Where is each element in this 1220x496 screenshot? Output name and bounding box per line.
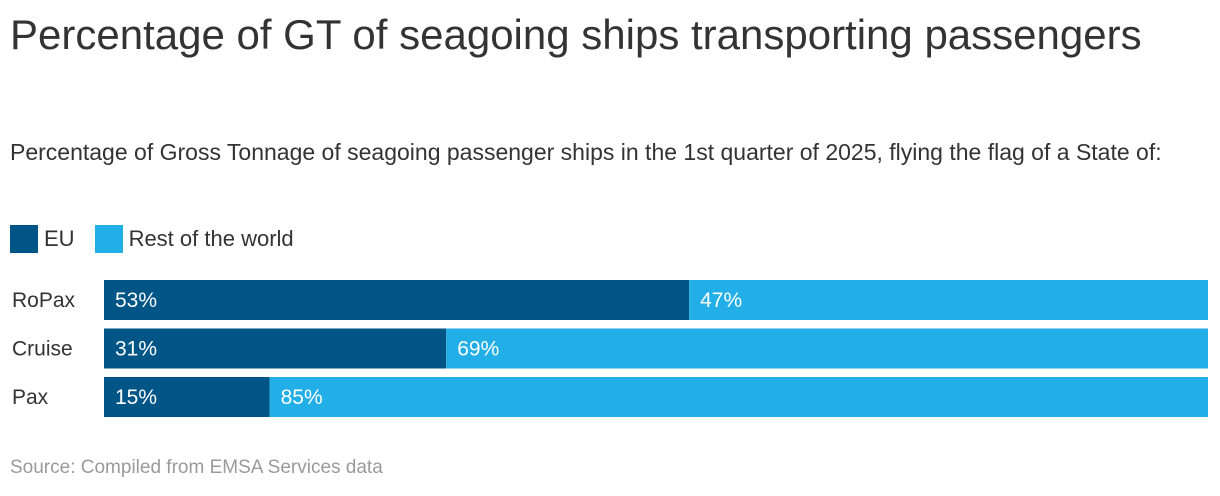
legend-item-eu: EU <box>10 225 75 253</box>
bar-cruise-rest-of-the-world <box>446 328 1208 369</box>
bar-pax-eu <box>104 377 270 417</box>
bar-pax-rest-of-the-world <box>269 377 1209 417</box>
data-label-ropax-eu: 53% <box>115 289 157 312</box>
legend-swatch-rest-of-world <box>94 225 123 253</box>
legend-item-rest-of-world: Rest of the world <box>94 225 294 253</box>
bar-ropax-eu <box>104 280 690 320</box>
bar-cruise-eu <box>104 328 447 369</box>
bar-ropax-rest-of-the-world <box>689 280 1208 320</box>
data-label-ropax-rest-of-the-world: 47% <box>700 289 742 312</box>
data-label-pax-rest-of-the-world: 85% <box>281 386 323 409</box>
category-label-cruise: Cruise <box>12 338 73 361</box>
legend-label-eu: EU <box>44 226 75 251</box>
source-note: Source: Compiled from EMSA Services data <box>10 457 383 478</box>
legend-label-rest-of-world: Rest of the world <box>128 226 294 251</box>
legend-swatch-eu <box>10 225 38 253</box>
category-label-pax: Pax <box>12 386 49 409</box>
chart-subtitle: Percentage of Gross Tonnage of seagoing … <box>10 139 1162 165</box>
chart-title: Percentage of GT of seagoing ships trans… <box>10 11 1142 58</box>
data-label-cruise-rest-of-the-world: 69% <box>457 338 499 361</box>
data-label-pax-eu: 15% <box>115 386 157 409</box>
category-label-ropax: RoPax <box>12 289 76 312</box>
data-label-cruise-eu: 31% <box>115 338 157 361</box>
legend: EU Rest of the world <box>10 224 314 254</box>
